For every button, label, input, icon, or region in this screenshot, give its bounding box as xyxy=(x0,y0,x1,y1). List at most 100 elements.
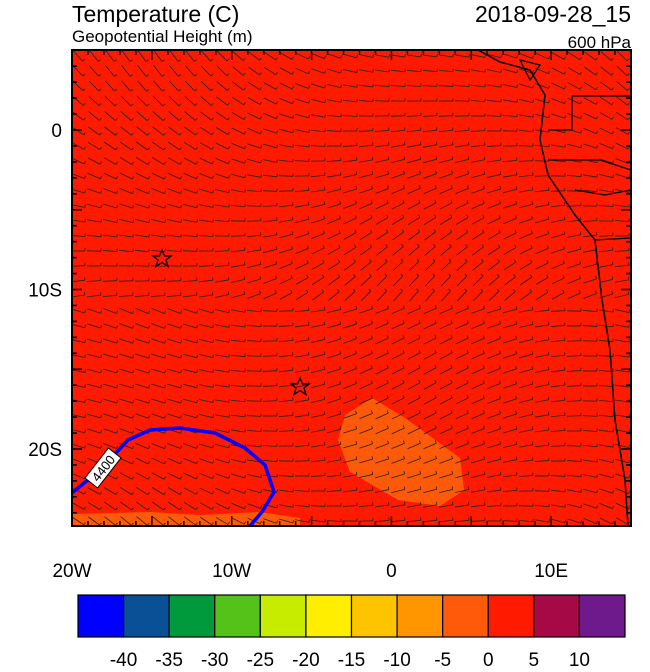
barb-tick xyxy=(261,174,262,177)
barb-tick xyxy=(628,277,629,280)
barb-tick xyxy=(229,414,230,417)
colorbar-label: -10 xyxy=(383,650,410,667)
barb-tick xyxy=(516,172,517,175)
barb-tick xyxy=(308,397,309,400)
colorbar-box xyxy=(352,595,398,637)
colorbar-label: -40 xyxy=(110,650,137,667)
barb-tick xyxy=(308,202,309,205)
barb-tick xyxy=(485,69,486,72)
barb-tick xyxy=(325,114,326,117)
barb-tick xyxy=(244,262,245,265)
colorbar-box xyxy=(306,595,352,637)
lon-label: 10W xyxy=(212,561,251,582)
barb-tick xyxy=(228,277,229,280)
barb-tick xyxy=(357,84,358,87)
barb-tick xyxy=(469,54,470,57)
barb xyxy=(231,236,245,237)
barb-tick xyxy=(484,157,485,160)
date: 2018-09-28_15 xyxy=(475,1,631,27)
barb-tick xyxy=(452,142,453,145)
lat-label: 0 xyxy=(51,121,62,142)
barb-tick xyxy=(532,442,533,445)
barb xyxy=(359,521,373,522)
colorbar-label: -20 xyxy=(292,650,319,667)
barb-tick xyxy=(293,144,294,147)
barb-tick xyxy=(356,472,357,475)
barb-tick xyxy=(580,232,581,235)
barb-tick xyxy=(404,502,405,505)
colorbar-box xyxy=(124,595,170,637)
colorbar-label: 0 xyxy=(483,650,494,667)
barb-tick xyxy=(533,114,534,117)
barb-tick xyxy=(389,54,390,57)
barb-tick xyxy=(372,157,373,160)
barb-tick xyxy=(436,502,437,505)
lat-label: 10S xyxy=(28,281,62,302)
barb xyxy=(551,446,565,447)
barb-tick xyxy=(548,337,549,340)
colorbar-box xyxy=(443,595,489,637)
colorbar-label: -15 xyxy=(338,650,365,667)
barb-tick xyxy=(404,142,405,145)
colorbar-box xyxy=(78,595,124,637)
barb-tick xyxy=(532,307,533,310)
barb-tick xyxy=(629,429,630,432)
barb xyxy=(583,416,597,417)
barb xyxy=(247,401,261,402)
lat-label: 20S xyxy=(28,440,62,461)
colorbar-box xyxy=(579,595,625,637)
barb-tick xyxy=(548,352,549,355)
barb-tick xyxy=(549,519,550,522)
barb-tick xyxy=(581,489,582,492)
barb-tick xyxy=(260,247,261,250)
barb-tick xyxy=(565,504,566,507)
barb-tick xyxy=(276,232,277,235)
barb-tick xyxy=(341,99,342,102)
barb-tick xyxy=(245,309,246,312)
barb-tick xyxy=(613,444,614,447)
barb-tick xyxy=(308,352,309,355)
barb-tick xyxy=(436,142,437,145)
barb-tick xyxy=(597,174,598,177)
barb-tick xyxy=(101,219,102,222)
colorbar-label: -30 xyxy=(201,650,228,667)
barb-tick xyxy=(564,217,565,220)
subtitle: Geopotential Height (m) xyxy=(72,27,252,46)
barb-tick xyxy=(484,487,485,490)
colorbar-box xyxy=(260,595,306,637)
barb-tick xyxy=(517,99,518,102)
barb-tick xyxy=(565,144,566,147)
barb xyxy=(519,146,533,147)
colorbar-box xyxy=(397,595,443,637)
map-field: 4400 xyxy=(71,50,631,526)
barb-tick xyxy=(420,502,421,505)
barb-tick xyxy=(612,262,613,265)
colorbar-box xyxy=(169,595,215,637)
barb-tick xyxy=(197,219,198,222)
barb-tick xyxy=(516,457,517,460)
colorbar-box xyxy=(215,595,261,637)
barb-tick xyxy=(229,339,230,342)
lon-label: 10E xyxy=(534,561,568,582)
barb-tick xyxy=(500,472,501,475)
barb-tick xyxy=(420,142,421,145)
lon-label: 0 xyxy=(386,561,397,582)
barb-tick xyxy=(548,202,549,205)
barb-tick xyxy=(548,412,549,415)
barb-tick xyxy=(309,129,310,132)
barb xyxy=(247,206,261,207)
barb-tick xyxy=(340,457,341,460)
barb-tick xyxy=(324,427,325,430)
barb-tick xyxy=(245,189,246,192)
title: Temperature (C) xyxy=(72,1,239,27)
lon-label: 20W xyxy=(52,561,91,582)
barb-tick xyxy=(308,367,309,370)
barb-tick xyxy=(277,159,278,162)
barb-tick xyxy=(149,234,150,237)
barb-tick xyxy=(372,487,373,490)
barb-tick xyxy=(373,69,374,72)
colorbar-label: -5 xyxy=(434,650,451,667)
colorbar-label: -35 xyxy=(155,650,182,667)
